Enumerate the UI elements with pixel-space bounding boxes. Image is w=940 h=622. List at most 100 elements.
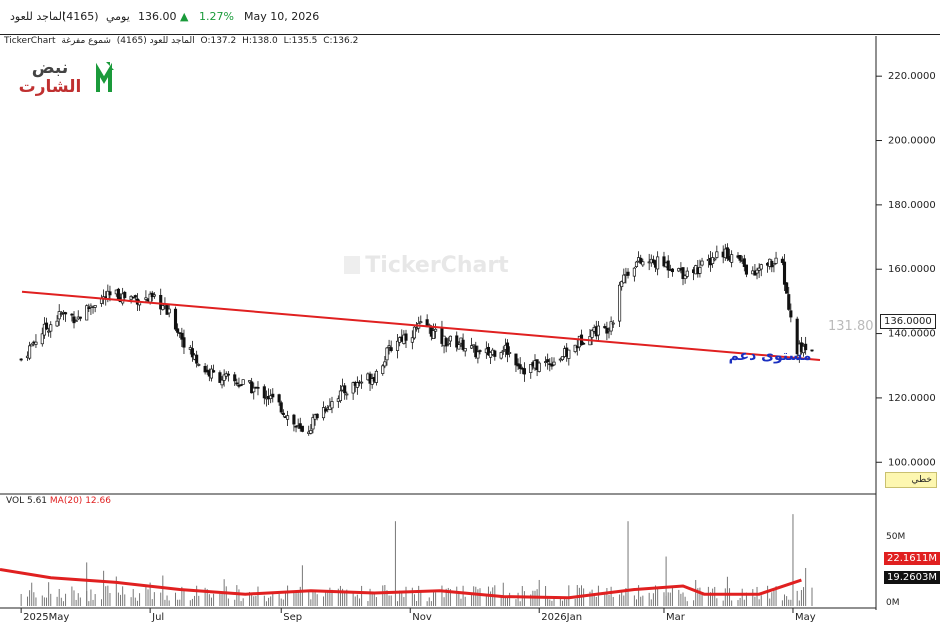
candle-body xyxy=(271,393,275,398)
candle-body xyxy=(622,274,626,284)
candle-body xyxy=(474,345,478,358)
candle-body xyxy=(493,350,497,357)
candle-body xyxy=(766,262,770,266)
candle-body xyxy=(810,349,814,352)
candle-body xyxy=(135,298,139,305)
ma-label: MA(20) xyxy=(49,496,83,506)
candle-body xyxy=(123,291,127,298)
candle-body xyxy=(582,342,586,345)
candle-body xyxy=(516,363,520,367)
candle-body xyxy=(47,330,51,333)
candle-body xyxy=(330,401,334,409)
candle-body xyxy=(197,364,201,366)
candle-body xyxy=(772,263,776,266)
candle-body xyxy=(398,337,402,343)
candle-body xyxy=(163,303,167,307)
candle-body xyxy=(256,386,260,389)
candle-body xyxy=(161,305,165,310)
vol-tick-50m: 50M xyxy=(886,532,906,542)
candle-body xyxy=(148,293,152,303)
time-tick: May xyxy=(795,612,816,622)
candle-body xyxy=(114,289,118,295)
candle-body xyxy=(121,293,125,304)
candle-body xyxy=(491,349,495,355)
period-label[interactable]: يومي xyxy=(106,10,130,23)
candle-body xyxy=(237,384,241,387)
candle-body xyxy=(328,405,332,410)
candle-body xyxy=(235,382,239,385)
logo-arrow-icon xyxy=(96,62,112,92)
ohlc-open: O:137.2 xyxy=(200,36,237,46)
candle-body xyxy=(666,260,670,271)
candle-body xyxy=(579,334,584,346)
line-mode-button[interactable]: خطي xyxy=(885,472,937,488)
candle-body xyxy=(351,382,355,394)
support-trendline[interactable] xyxy=(21,290,821,361)
candle-body xyxy=(212,370,216,373)
candle-body xyxy=(264,397,268,400)
candle-body xyxy=(757,267,761,271)
brand-logo: نبض الشارت xyxy=(19,58,114,96)
candle-body xyxy=(34,341,38,345)
support-label: مستوى دعم xyxy=(729,348,812,364)
last-price: 136.00 xyxy=(138,10,177,23)
candle-body xyxy=(484,348,488,354)
change-percent: 1.27% xyxy=(199,10,234,23)
header-bar: الماجد للعود (4165) يومي 136.00 ▲ 1.27% … xyxy=(0,0,940,35)
candle-body xyxy=(207,370,211,377)
current-price-box: 136.0000 xyxy=(880,314,936,329)
candle-body xyxy=(188,347,192,350)
candle-body xyxy=(220,379,224,386)
watermark: TickerChart xyxy=(365,253,509,278)
candle-body xyxy=(233,374,237,382)
candle-body xyxy=(292,414,296,425)
candle-body xyxy=(573,344,577,352)
candle-body xyxy=(415,327,419,330)
candle-body xyxy=(410,337,414,343)
candle-body xyxy=(434,328,438,332)
candle-body xyxy=(588,336,592,346)
candle-body xyxy=(759,264,763,270)
candle-body xyxy=(651,259,655,263)
candle-body xyxy=(662,256,666,267)
candle-body xyxy=(799,342,803,352)
candle-body xyxy=(609,321,613,332)
candle-body xyxy=(269,395,273,399)
vol-box: 19.2603M xyxy=(884,571,940,584)
candle-body xyxy=(412,326,417,339)
candle-body xyxy=(102,296,106,300)
candle-body xyxy=(192,354,197,360)
candle-body xyxy=(313,414,317,420)
candle-body xyxy=(611,322,615,325)
candle-body xyxy=(698,266,702,274)
candle-body xyxy=(552,361,556,366)
candle-body xyxy=(448,335,452,342)
candle-body xyxy=(209,368,214,379)
candle-body xyxy=(400,336,404,342)
candle-body xyxy=(544,361,548,363)
candle-body xyxy=(224,373,228,377)
candle-body xyxy=(740,260,744,262)
candle-body xyxy=(182,337,186,348)
candle-body xyxy=(442,335,446,347)
candle-body xyxy=(138,300,142,306)
candle-body xyxy=(57,311,61,320)
symbol-code: (4165) xyxy=(62,10,99,23)
chart-kind: شموع مفرغة xyxy=(61,36,111,46)
candle-body xyxy=(425,319,429,328)
candle-body xyxy=(503,344,507,350)
candle-body xyxy=(338,390,342,402)
candle-body xyxy=(195,354,199,364)
candle-body xyxy=(590,330,594,338)
candle-body xyxy=(725,247,729,259)
price-tick: 120.0000 xyxy=(888,393,936,404)
candle-body xyxy=(173,308,178,330)
candle-body xyxy=(478,350,482,352)
candle-body xyxy=(118,297,123,303)
candle-body xyxy=(782,261,787,285)
candle-body xyxy=(489,352,493,358)
candle-body xyxy=(389,347,393,351)
candle-body xyxy=(683,275,687,280)
candle-body xyxy=(605,327,609,334)
